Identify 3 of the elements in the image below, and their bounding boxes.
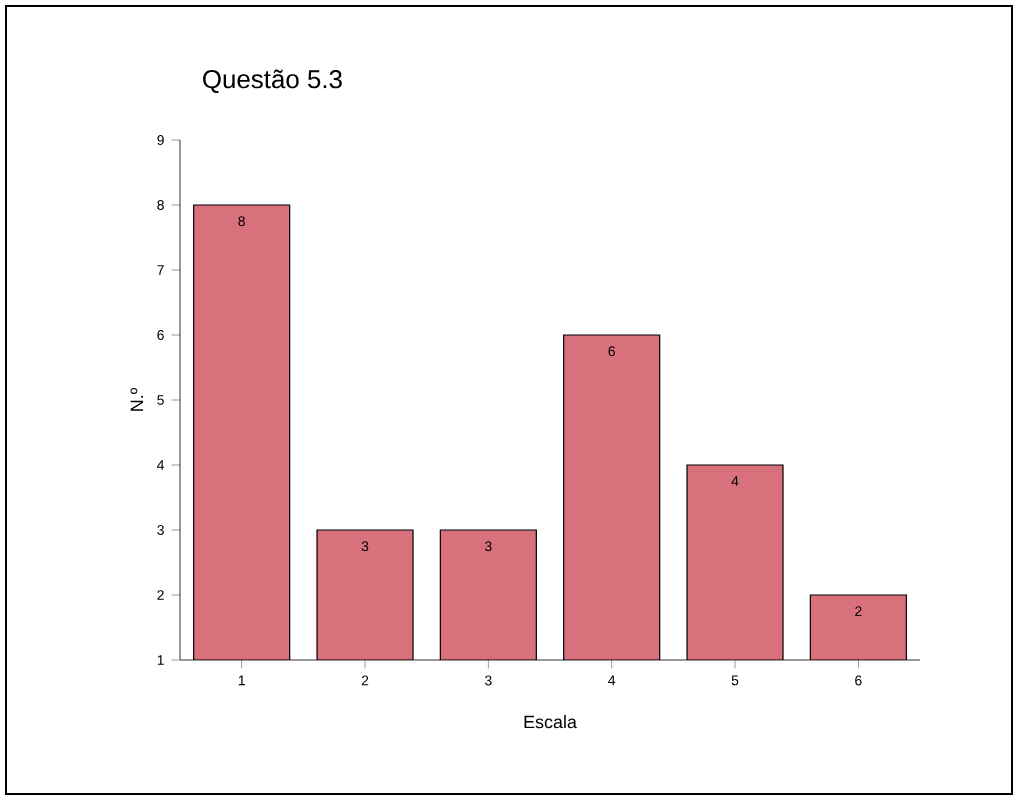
x-axis-title: Escala bbox=[524, 715, 577, 729]
chart-title: Questão 5.3 bbox=[203, 69, 342, 94]
y-axis-title: N.º bbox=[130, 387, 144, 411]
